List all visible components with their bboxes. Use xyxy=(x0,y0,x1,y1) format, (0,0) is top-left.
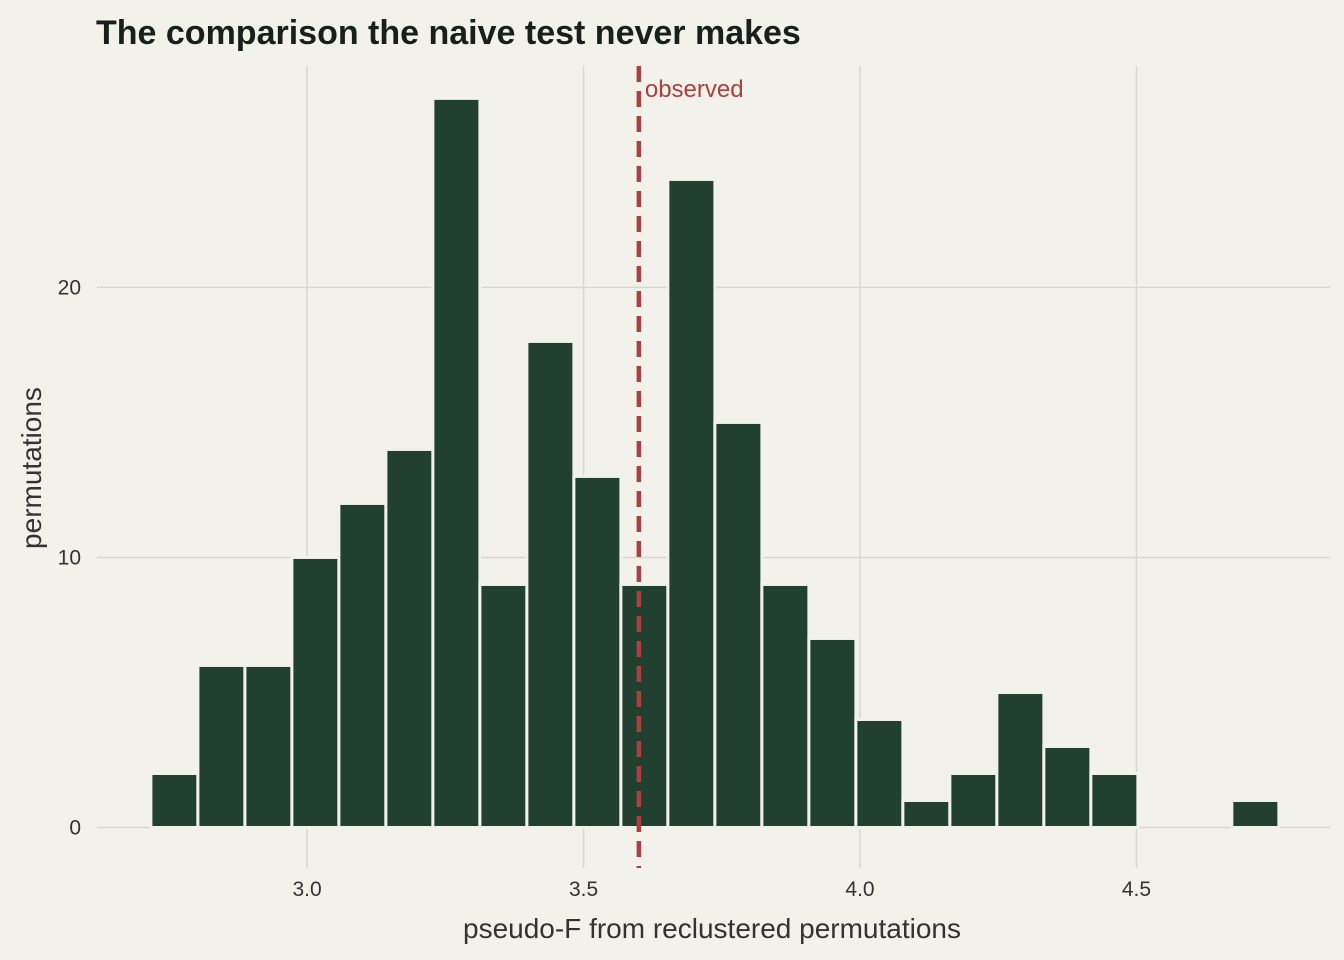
histogram-bar xyxy=(478,582,529,829)
histogram-bar xyxy=(431,96,482,829)
histogram-bar xyxy=(196,663,247,829)
histogram-bar xyxy=(243,663,294,829)
x-axis-label: pseudo-F from reclustered permutations xyxy=(463,913,961,944)
y-tick-label: 0 xyxy=(69,816,81,839)
observed-label: observed xyxy=(645,76,744,103)
reference-layer: observed xyxy=(636,66,744,868)
histogram-bar xyxy=(290,555,341,829)
histogram-bar xyxy=(1089,771,1140,829)
x-tick-label: 4.0 xyxy=(845,878,874,901)
x-tick-label: 3.0 xyxy=(293,878,322,901)
histogram-bar xyxy=(572,474,623,829)
histogram-bar xyxy=(995,690,1046,829)
y-axis-label: permutations xyxy=(16,387,47,549)
histogram-bar xyxy=(149,771,200,829)
y-tick-label: 20 xyxy=(58,276,81,299)
x-tick-label: 4.5 xyxy=(1122,878,1151,901)
y-tick-label: 10 xyxy=(58,546,81,569)
histogram-bar xyxy=(1230,798,1281,829)
histogram-bar xyxy=(807,636,858,829)
histogram-bar xyxy=(666,177,717,829)
histogram-bar xyxy=(619,582,670,829)
histogram-bar xyxy=(1042,744,1093,829)
histogram-bar xyxy=(760,582,811,829)
tick-layer: 3.0 3.5 4.0 4.5 0 10 20 xyxy=(58,276,1151,901)
bar-layer xyxy=(149,96,1281,829)
chart-title: The comparison the naive test never make… xyxy=(96,14,801,52)
histogram-bar xyxy=(525,339,576,829)
histogram-bar xyxy=(337,501,388,829)
histogram-bar xyxy=(948,771,999,829)
histogram-bar xyxy=(854,717,905,829)
histogram-bar xyxy=(384,447,435,829)
histogram-bar xyxy=(901,798,952,829)
x-tick-label: 3.5 xyxy=(569,878,598,901)
histogram-bar xyxy=(713,420,764,829)
